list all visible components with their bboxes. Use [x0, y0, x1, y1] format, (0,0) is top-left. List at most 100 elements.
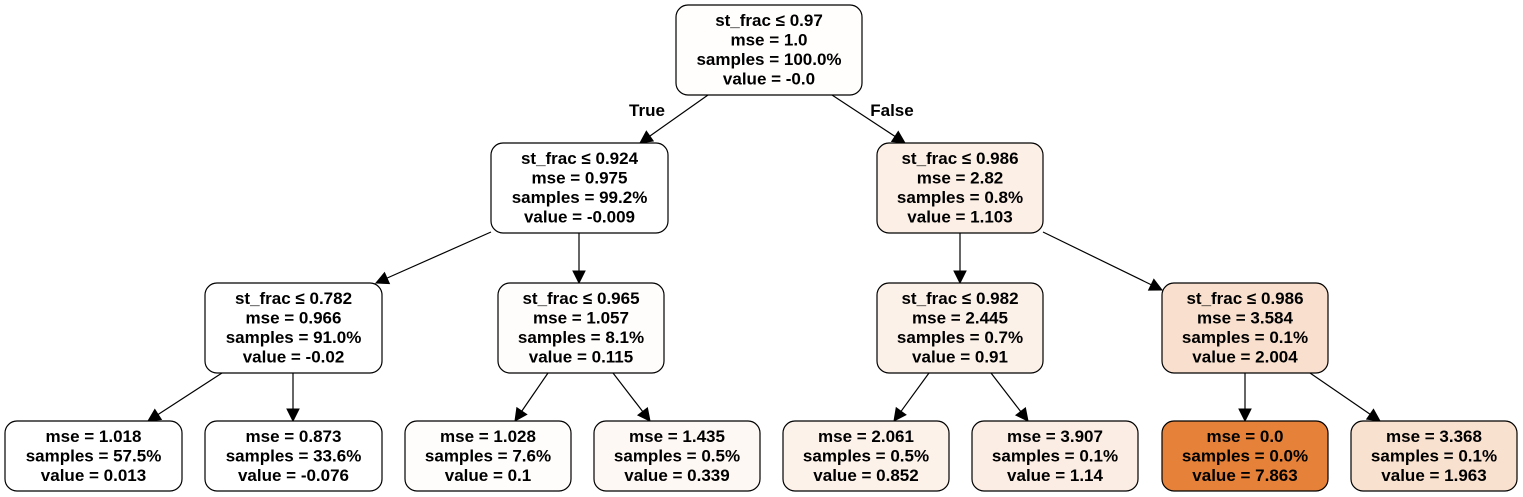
- node-value-text: value = 2.004: [1192, 348, 1298, 367]
- edge-n0-n8: [831, 94, 896, 137]
- branch-label-true: True: [629, 101, 665, 120]
- node-split-text: st_frac ≤ 0.982: [901, 289, 1018, 308]
- node-samples-text: samples = 7.6%: [425, 446, 551, 465]
- node-mse-text: mse = 1.057: [533, 309, 629, 328]
- node-samples-text: samples = 0.5%: [614, 446, 740, 465]
- node-samples-text: samples = 33.6%: [226, 446, 362, 465]
- node-samples-text: samples = 0.7%: [897, 328, 1023, 347]
- node-value-text: value = 0.013: [41, 466, 146, 485]
- node-samples-text: samples = 0.8%: [897, 188, 1023, 207]
- node-mse-text: mse = 1.028: [440, 427, 536, 446]
- node-value-text: value = 0.1: [445, 466, 531, 485]
- node-box: [4, 420, 183, 492]
- arrowhead-n5-n7: [636, 406, 651, 422]
- node-split-text: st_frac ≤ 0.782: [235, 289, 352, 308]
- node-mse-text: mse = 2.82: [917, 169, 1004, 188]
- node-value-text: value = 1.14: [1007, 466, 1103, 485]
- node-samples-text: samples = 57.5%: [26, 446, 162, 465]
- node-value-text: value = -0.009: [524, 208, 635, 227]
- branch-labels-layer: True False: [629, 101, 914, 120]
- edge-n8-n12: [1042, 231, 1152, 286]
- arrowhead-n9-n10: [893, 406, 907, 422]
- edge-n0-n1: [649, 94, 709, 137]
- arrowhead-n8-n12: [1147, 278, 1164, 291]
- node-mse-text: mse = 1.0: [730, 31, 807, 50]
- node-value-text: value = 1.963: [1381, 466, 1486, 485]
- node-box: [404, 420, 572, 492]
- node-mse-text: mse = 2.061: [818, 427, 914, 446]
- node-samples-text: samples = 0.1%: [1182, 328, 1308, 347]
- edge-n5-n6: [521, 372, 549, 412]
- node-value-text: value = 1.103: [907, 208, 1012, 227]
- node-mse-text: mse = 1.018: [46, 427, 142, 446]
- node-samples-text: samples = 8.1%: [518, 328, 644, 347]
- arrowhead-n9-n11: [1014, 406, 1029, 422]
- edge-n2-n3: [157, 372, 223, 415]
- node-value-text: value = 0.852: [813, 466, 918, 485]
- node-split-text: st_frac ≤ 0.965: [522, 289, 639, 308]
- edge-n9-n10: [900, 372, 930, 412]
- node-samples-text: samples = 99.2%: [512, 188, 648, 207]
- node-box: [1350, 420, 1518, 492]
- node-box: [204, 420, 383, 492]
- node-box: [782, 420, 950, 492]
- node-value-text: value = -0.076: [238, 466, 349, 485]
- node-mse-text: mse = 3.368: [1386, 427, 1482, 446]
- node-split-text: st_frac ≤ 0.986: [1186, 289, 1303, 308]
- edge-n12-n14: [1309, 372, 1371, 415]
- node-mse-text: mse = 0.975: [532, 169, 628, 188]
- arrowhead-n5-n6: [514, 406, 528, 422]
- arrowhead-n1-n5: [572, 270, 586, 285]
- arrowhead-n8-n9: [953, 270, 967, 285]
- node-split-text: st_frac ≤ 0.986: [901, 149, 1018, 168]
- node-box: [876, 142, 1044, 234]
- arrowhead-n0-n8: [890, 130, 906, 144]
- node-samples-text: samples = 0.1%: [1371, 446, 1497, 465]
- edge-n9-n11: [990, 372, 1022, 412]
- node-mse-text: mse = 0.0: [1206, 427, 1283, 446]
- node-split-text: st_frac ≤ 0.924: [521, 149, 639, 168]
- edge-n5-n7: [612, 372, 644, 412]
- node-value-text: value = -0.0: [723, 70, 815, 89]
- node-box: [593, 420, 761, 492]
- arrowhead-n2-n4: [286, 408, 300, 423]
- branch-label-false: False: [870, 101, 913, 120]
- node-mse-text: mse = 1.435: [629, 427, 725, 446]
- arrowhead-n2-n3: [147, 408, 163, 422]
- node-box: [204, 282, 383, 374]
- node-split-text: st_frac ≤ 0.97: [715, 11, 823, 30]
- node-mse-text: mse = 3.584: [1197, 309, 1293, 328]
- node-box: [971, 420, 1139, 492]
- node-samples-text: samples = 0.1%: [992, 446, 1118, 465]
- node-value-text: value = 0.115: [529, 348, 633, 367]
- node-value-text: value = 0.91: [912, 348, 1008, 367]
- arrowhead-n12-n13: [1238, 408, 1252, 423]
- node-box: [497, 282, 665, 374]
- node-value-text: value = 7.863: [1192, 466, 1297, 485]
- node-mse-text: mse = 0.873: [246, 427, 342, 446]
- node-mse-text: mse = 2.445: [912, 309, 1008, 328]
- node-box: [490, 142, 669, 234]
- node-samples-text: samples = 100.0%: [696, 50, 841, 69]
- node-value-text: value = 0.339: [624, 466, 729, 485]
- node-value-text: value = -0.02: [243, 348, 345, 367]
- edges-layer: [147, 94, 1381, 423]
- node-box: [1161, 420, 1329, 492]
- node-box: [876, 282, 1044, 374]
